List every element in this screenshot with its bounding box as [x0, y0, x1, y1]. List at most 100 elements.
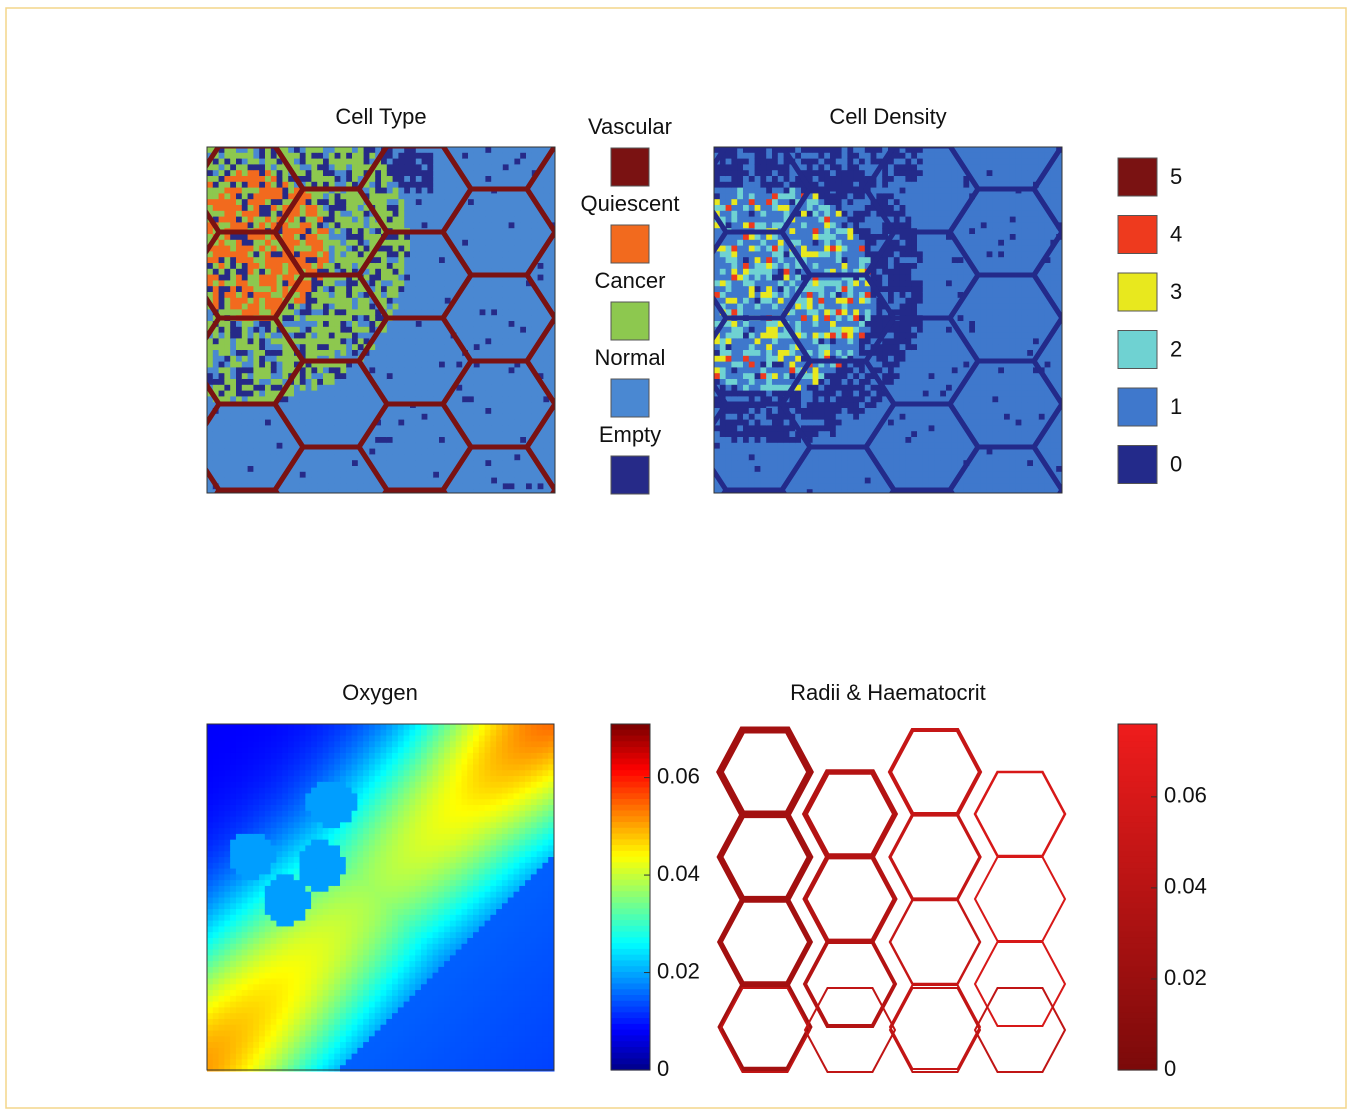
cell [393, 327, 399, 333]
cell [433, 211, 439, 217]
cell [842, 228, 848, 234]
cell [253, 182, 259, 188]
cell [282, 443, 288, 449]
cell [230, 437, 236, 443]
cell [427, 460, 433, 466]
cell [427, 373, 433, 379]
cell [253, 454, 259, 460]
cell [813, 402, 819, 408]
cell [277, 362, 283, 368]
cell [369, 240, 375, 246]
cell [358, 240, 364, 246]
cell [801, 338, 807, 344]
cell [433, 246, 439, 252]
cell [503, 170, 509, 176]
cell [778, 193, 784, 199]
cell [485, 205, 491, 211]
cell [731, 379, 737, 385]
cell [433, 263, 439, 269]
cell [416, 391, 422, 397]
cell [755, 182, 761, 188]
cell [497, 159, 503, 165]
cell [543, 356, 549, 362]
cell [416, 251, 422, 257]
cell [259, 449, 265, 455]
cell [720, 298, 726, 304]
cell [259, 217, 265, 223]
cell [265, 420, 271, 426]
cell [543, 193, 549, 199]
cell [749, 391, 755, 397]
cell [317, 431, 323, 437]
cell [323, 367, 329, 373]
cell [451, 454, 457, 460]
cell [731, 280, 737, 286]
cell [393, 414, 399, 420]
cell [818, 211, 824, 217]
cell [393, 193, 399, 199]
cell [497, 315, 503, 321]
cell [842, 251, 848, 257]
cell [772, 164, 778, 170]
cell [491, 454, 497, 460]
cell [375, 443, 381, 449]
legend-label: Empty [599, 422, 661, 447]
cell [538, 449, 544, 455]
cell [726, 408, 732, 414]
cell [410, 460, 416, 466]
cell [445, 188, 451, 194]
cell [369, 350, 375, 356]
cell [369, 193, 375, 199]
cell [503, 240, 509, 246]
cell [224, 385, 230, 391]
cell [340, 373, 346, 379]
cell [743, 350, 749, 356]
cell [427, 304, 433, 310]
cell [306, 234, 312, 240]
cell [720, 280, 726, 286]
cell [219, 362, 225, 368]
cell [352, 315, 358, 321]
cell [491, 263, 497, 269]
cell [398, 246, 404, 252]
cell [818, 408, 824, 414]
cell [387, 356, 393, 362]
cell [714, 344, 720, 350]
cell [526, 344, 532, 350]
cell [265, 437, 271, 443]
cell [509, 147, 515, 153]
cell [824, 391, 830, 397]
cell [416, 205, 422, 211]
cell [743, 478, 749, 484]
cell [807, 315, 813, 321]
cell [346, 170, 352, 176]
cell [836, 333, 842, 339]
cell [404, 292, 410, 298]
cell [404, 222, 410, 228]
cell [381, 449, 387, 455]
cell [253, 385, 259, 391]
cell [433, 269, 439, 275]
cell [317, 425, 323, 431]
cell [300, 454, 306, 460]
cell [468, 414, 474, 420]
cell [433, 257, 439, 263]
cell [731, 263, 737, 269]
cell [433, 414, 439, 420]
cell [743, 240, 749, 246]
cell [306, 385, 312, 391]
cell [789, 286, 795, 292]
cell [766, 321, 772, 327]
cell [526, 396, 532, 402]
cell [369, 234, 375, 240]
cell [224, 246, 230, 252]
cell [520, 147, 526, 153]
cell [731, 193, 737, 199]
cell [807, 153, 813, 159]
cell [340, 217, 346, 223]
cell [509, 321, 515, 327]
cell [393, 344, 399, 350]
cell [358, 460, 364, 466]
cell [294, 338, 300, 344]
cell [422, 182, 428, 188]
